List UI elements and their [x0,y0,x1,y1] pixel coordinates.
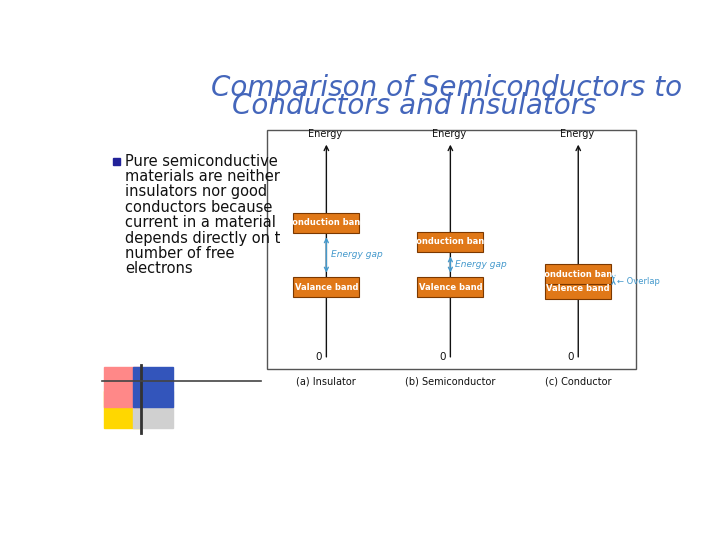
Text: (c) Conductor: (c) Conductor [545,377,611,387]
Bar [113,158,120,165]
Text: 0: 0 [439,352,446,362]
Bar [132,367,173,408]
Text: Conductors and Insulators: Conductors and Insulators [232,92,596,120]
Text: ← Overlap: ← Overlap [616,276,660,286]
Text: (a) Insulator: (a) Insulator [297,377,356,387]
Text: conductors because: conductors because [125,200,272,215]
Text: Pure semiconductive: Pure semiconductive [125,153,278,168]
Text: Conduction band: Conduction band [538,269,618,279]
Bar [294,213,359,233]
Text: Energy gap: Energy gap [455,260,507,269]
Text: 0: 0 [315,352,322,362]
Text: materials are neither: materials are neither [125,169,280,184]
Text: (b) Semiconductor: (b) Semiconductor [405,377,495,387]
Text: Valence band: Valence band [546,284,610,293]
Text: 0: 0 [567,352,574,362]
Text: Valence band: Valence band [418,283,482,292]
Bar [418,277,483,298]
Text: current in a material: current in a material [125,215,276,230]
Text: Conduction band: Conduction band [410,238,490,246]
Text: electrons: electrons [125,261,192,276]
Text: Comparison of Semiconductors to: Comparison of Semiconductors to [211,74,682,102]
Text: Energy: Energy [432,129,466,139]
Text: Conduction band: Conduction band [287,218,366,227]
Text: number of free: number of free [125,246,235,261]
Text: Valance band: Valance band [294,283,358,292]
Bar [418,232,483,252]
Bar [294,277,359,298]
Bar [132,392,173,428]
Text: insulators nor good: insulators nor good [125,184,267,199]
Text: depends directly on t: depends directly on t [125,231,280,246]
Text: Energy: Energy [559,129,594,139]
Bar [266,130,636,369]
Text: Energy: Energy [307,129,342,139]
Bar [104,392,141,428]
Bar [545,264,611,284]
Bar [104,367,141,408]
Bar [545,278,611,299]
Text: Energy gap: Energy gap [331,251,383,260]
